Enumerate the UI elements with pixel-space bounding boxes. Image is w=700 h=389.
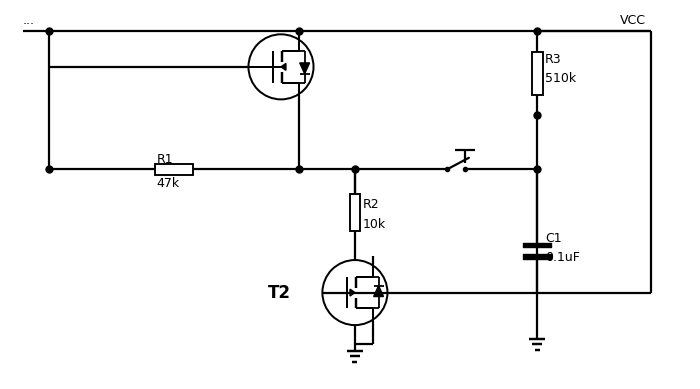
Text: C1: C1	[545, 232, 562, 245]
Polygon shape	[350, 289, 355, 296]
Polygon shape	[300, 63, 309, 74]
Text: 0.1uF: 0.1uF	[545, 251, 580, 263]
Text: T2: T2	[268, 284, 291, 301]
Text: R3: R3	[545, 53, 562, 67]
Bar	[349, 194, 360, 231]
Text: 47k: 47k	[156, 177, 179, 190]
Text: ...: ...	[22, 14, 35, 27]
Text: R1: R1	[156, 153, 173, 166]
Bar	[155, 164, 193, 175]
Bar	[531, 52, 543, 95]
Polygon shape	[374, 286, 384, 296]
Text: 10k: 10k	[363, 217, 386, 231]
Text: 510k: 510k	[545, 72, 576, 85]
Polygon shape	[281, 63, 286, 70]
Text: VCC: VCC	[620, 14, 645, 27]
Text: R2: R2	[363, 198, 379, 211]
